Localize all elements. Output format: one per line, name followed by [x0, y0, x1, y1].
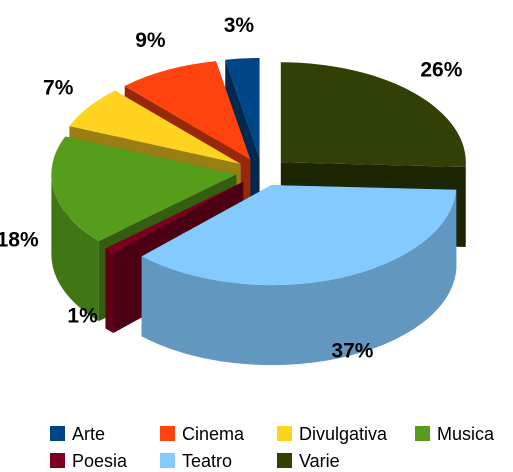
- slice-top: [51, 136, 237, 242]
- slice-top: [69, 90, 241, 164]
- legend-swatch: [50, 453, 65, 468]
- data-label: 37%: [331, 340, 373, 363]
- slice-top: [280, 62, 466, 167]
- legend-swatch: [277, 426, 292, 441]
- data-label: 3%: [224, 14, 255, 37]
- legend-label: Cinema: [182, 424, 245, 444]
- slice-top: [141, 185, 457, 286]
- slice-wall: [51, 174, 99, 322]
- legend-swatch: [277, 453, 292, 468]
- legend-label: Poesia: [72, 451, 128, 471]
- slice-top: [105, 181, 244, 253]
- slice-top: [124, 61, 251, 160]
- data-label: 9%: [135, 29, 166, 52]
- data-label: 26%: [420, 59, 462, 82]
- data-label: 18%: [0, 228, 39, 251]
- legend-label: Divulgativa: [299, 424, 388, 444]
- legend-label: Varie: [299, 451, 340, 471]
- data-label: 7%: [43, 76, 74, 99]
- legend-label: Musica: [437, 424, 495, 444]
- legend-swatch: [415, 426, 430, 441]
- legend-label: Teatro: [182, 451, 232, 471]
- legend-swatch: [160, 426, 175, 441]
- slice-wall: [141, 189, 457, 366]
- slice: [141, 185, 457, 366]
- slice-top: [225, 58, 260, 159]
- legend-label: Arte: [72, 424, 105, 444]
- data-label: 1%: [67, 304, 98, 327]
- legend-swatch: [160, 453, 175, 468]
- slice-wall: [105, 248, 114, 333]
- legend-swatch: [50, 426, 65, 441]
